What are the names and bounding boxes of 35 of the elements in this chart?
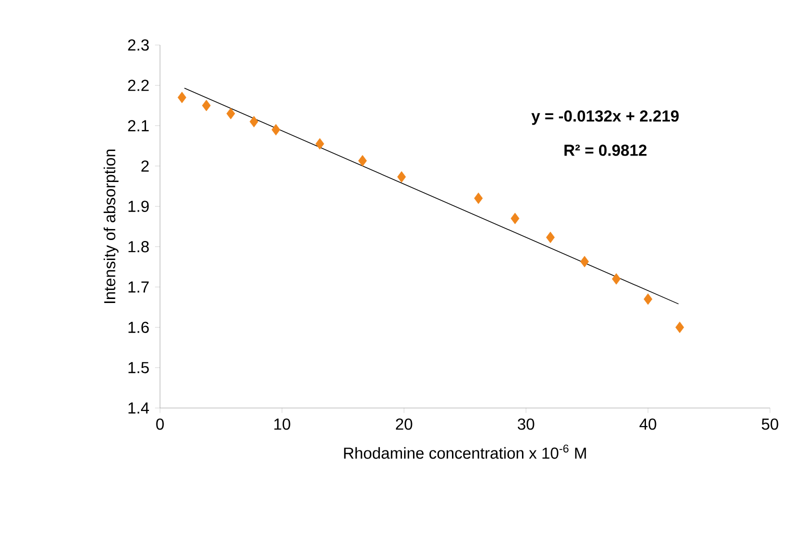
x-tick-label: 0 (156, 418, 164, 430)
x-axis-title: Rhodamine concentration x 10$^{-6}$ M (344, 444, 586, 459)
x-tick-label: 50 (762, 418, 778, 430)
point (474, 192, 483, 204)
y-tick-label: 1.6 (128, 322, 149, 333)
point (644, 293, 652, 305)
point (272, 124, 280, 136)
point (202, 100, 211, 112)
y-tick-label: 2.2 (128, 80, 149, 91)
y-tick-label: 2.1 (128, 120, 149, 132)
point (580, 256, 589, 268)
point (250, 116, 258, 128)
point (546, 232, 555, 244)
y-tick-label: 2.3 (128, 39, 149, 51)
point (510, 212, 520, 224)
annotation: y = -0.0132x + 2.219 (531, 110, 679, 125)
point (226, 108, 236, 120)
point (358, 155, 367, 166)
y-tick-label: 1.5 (128, 362, 149, 374)
y-axis-title: Intensity of absorption (104, 150, 119, 304)
x-tick-label: 20 (396, 418, 412, 430)
point (612, 273, 621, 285)
x-tick-label: 30 (518, 418, 534, 430)
x-tick-label: 10 (274, 418, 290, 430)
point (675, 322, 684, 334)
y-tick-label: 1.9 (128, 200, 149, 212)
y-tick-label: 2 (141, 160, 149, 172)
point (397, 171, 406, 183)
point (315, 138, 324, 150)
y-tick-label: 1.4 (128, 402, 150, 414)
y-tick-label: 1.7 (128, 282, 149, 292)
annotation: R² = 0.9812 (564, 144, 647, 156)
y-tick-label: 1.8 (128, 241, 149, 252)
x-tick-label: 40 (639, 418, 656, 430)
point (178, 92, 186, 104)
